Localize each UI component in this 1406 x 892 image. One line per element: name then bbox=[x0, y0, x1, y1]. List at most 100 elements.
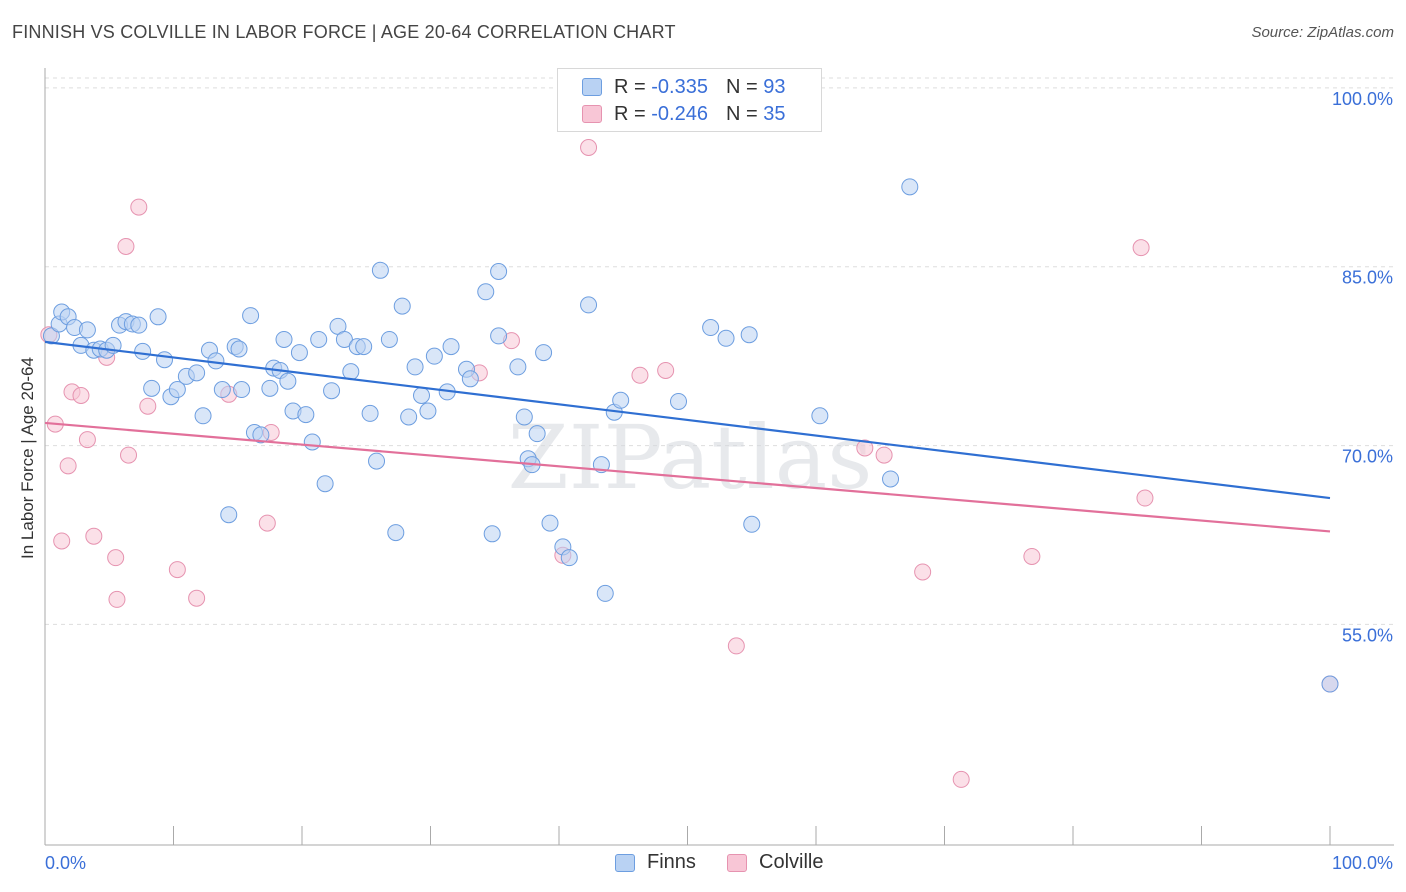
finns-point bbox=[279, 372, 297, 390]
finns-point bbox=[596, 584, 614, 602]
finns-n-label: N = bbox=[725, 75, 758, 98]
colville-point bbox=[107, 549, 125, 567]
colville-point bbox=[188, 589, 206, 607]
y-tick-label: 55.0% bbox=[1342, 625, 1393, 645]
colville-point bbox=[117, 237, 135, 255]
finns-point bbox=[743, 515, 761, 533]
finns-point bbox=[134, 342, 152, 360]
colville-point bbox=[856, 439, 874, 457]
colville-point bbox=[657, 361, 675, 379]
finns-point bbox=[515, 408, 533, 426]
finns-point bbox=[811, 407, 829, 425]
finns-point bbox=[1321, 675, 1339, 693]
finns-point bbox=[702, 319, 720, 337]
finns-point bbox=[323, 382, 341, 400]
finns-point bbox=[368, 452, 386, 470]
finns-point bbox=[490, 327, 508, 345]
finns-point bbox=[149, 308, 167, 326]
finns-trend-line bbox=[44, 340, 1331, 500]
colville-n-value: 35 bbox=[763, 102, 786, 125]
finns-point bbox=[740, 326, 758, 344]
finns-point bbox=[194, 407, 212, 425]
legend-item-colville: Colville bbox=[727, 851, 823, 874]
colville-point bbox=[631, 366, 649, 384]
x-tick-label-min: 0.0% bbox=[45, 853, 86, 873]
finns-point bbox=[490, 263, 508, 280]
watermark: ZIPatlas bbox=[508, 406, 873, 509]
finns-r-value: -0.335 bbox=[651, 75, 708, 98]
finns-legend-swatch bbox=[615, 853, 635, 872]
trend-lines bbox=[44, 340, 1331, 533]
finns-point bbox=[413, 387, 431, 404]
finns-point bbox=[670, 392, 688, 410]
finns-point bbox=[130, 316, 148, 334]
finns-point bbox=[406, 358, 424, 376]
axes bbox=[44, 68, 1394, 846]
colville-point bbox=[258, 514, 276, 532]
colville-point bbox=[875, 446, 893, 464]
finns-point bbox=[419, 402, 437, 420]
colville-point bbox=[139, 397, 157, 415]
finns-point bbox=[461, 370, 479, 388]
finns-point bbox=[400, 408, 418, 426]
colville-point bbox=[1136, 489, 1154, 507]
finns-legend-label: Finns bbox=[647, 851, 696, 873]
finns-point bbox=[393, 297, 411, 315]
gridlines bbox=[45, 77, 1394, 625]
finns-point bbox=[483, 525, 501, 543]
finns-point bbox=[310, 330, 328, 348]
colville-legend-label: Colville bbox=[759, 851, 824, 873]
finns-point bbox=[535, 344, 553, 362]
colville-legend-swatch bbox=[727, 853, 747, 872]
finns-point bbox=[42, 327, 60, 345]
colville-point bbox=[1023, 547, 1041, 565]
colville-n-label: N = bbox=[725, 102, 758, 125]
finns-point bbox=[290, 344, 308, 362]
colville-swatch bbox=[582, 105, 602, 123]
colville-point bbox=[59, 457, 77, 475]
finns-point bbox=[168, 381, 186, 399]
finns-point bbox=[297, 406, 315, 424]
legend-item-finns: Finns bbox=[615, 851, 696, 874]
colville-point bbox=[952, 770, 970, 788]
chart-title: FINNISH VS COLVILLE IN LABOR FORCE | AGE… bbox=[12, 22, 676, 42]
finns-n-value: 93 bbox=[763, 75, 786, 98]
finns-point bbox=[380, 330, 398, 348]
colville-trend-line bbox=[44, 421, 1331, 533]
finns-point bbox=[252, 426, 270, 444]
colville-r-label: R = bbox=[614, 102, 646, 125]
colville-point bbox=[53, 532, 71, 550]
finns-point bbox=[882, 470, 900, 488]
finns-point bbox=[188, 364, 206, 382]
correlation-legend: R = -0.335 N = 93 R = -0.246 N = 35 bbox=[557, 68, 822, 132]
finns-point bbox=[213, 381, 231, 399]
finns-point bbox=[528, 425, 546, 443]
finns-point bbox=[717, 329, 735, 347]
finns-point bbox=[580, 296, 598, 314]
finns-swatch bbox=[582, 78, 602, 96]
colville-point bbox=[914, 563, 932, 581]
colville-point bbox=[130, 198, 148, 216]
colville-point bbox=[1132, 239, 1150, 257]
finns-point bbox=[355, 338, 373, 356]
finns-point bbox=[303, 433, 321, 451]
x-tick-label-max: 100.0% bbox=[1332, 853, 1393, 873]
finns-r-label: R = bbox=[614, 75, 646, 98]
finns-point bbox=[261, 379, 279, 397]
y-tick-label: 100.0% bbox=[1332, 89, 1393, 109]
finns-point bbox=[233, 381, 251, 399]
colville-point bbox=[580, 139, 598, 156]
y-tick-label: 70.0% bbox=[1342, 447, 1393, 467]
colville-point bbox=[727, 637, 745, 655]
finns-point bbox=[361, 404, 379, 422]
finns-point bbox=[275, 330, 293, 348]
colville-point bbox=[120, 446, 138, 464]
colville-point bbox=[78, 431, 96, 449]
colville-points bbox=[40, 139, 1339, 788]
colville-point bbox=[108, 590, 126, 608]
colville-r-value: -0.246 bbox=[651, 102, 708, 125]
finns-point bbox=[335, 330, 353, 348]
finns-point bbox=[242, 307, 260, 325]
source-credit: Source: ZipAtlas.com bbox=[1251, 24, 1394, 41]
